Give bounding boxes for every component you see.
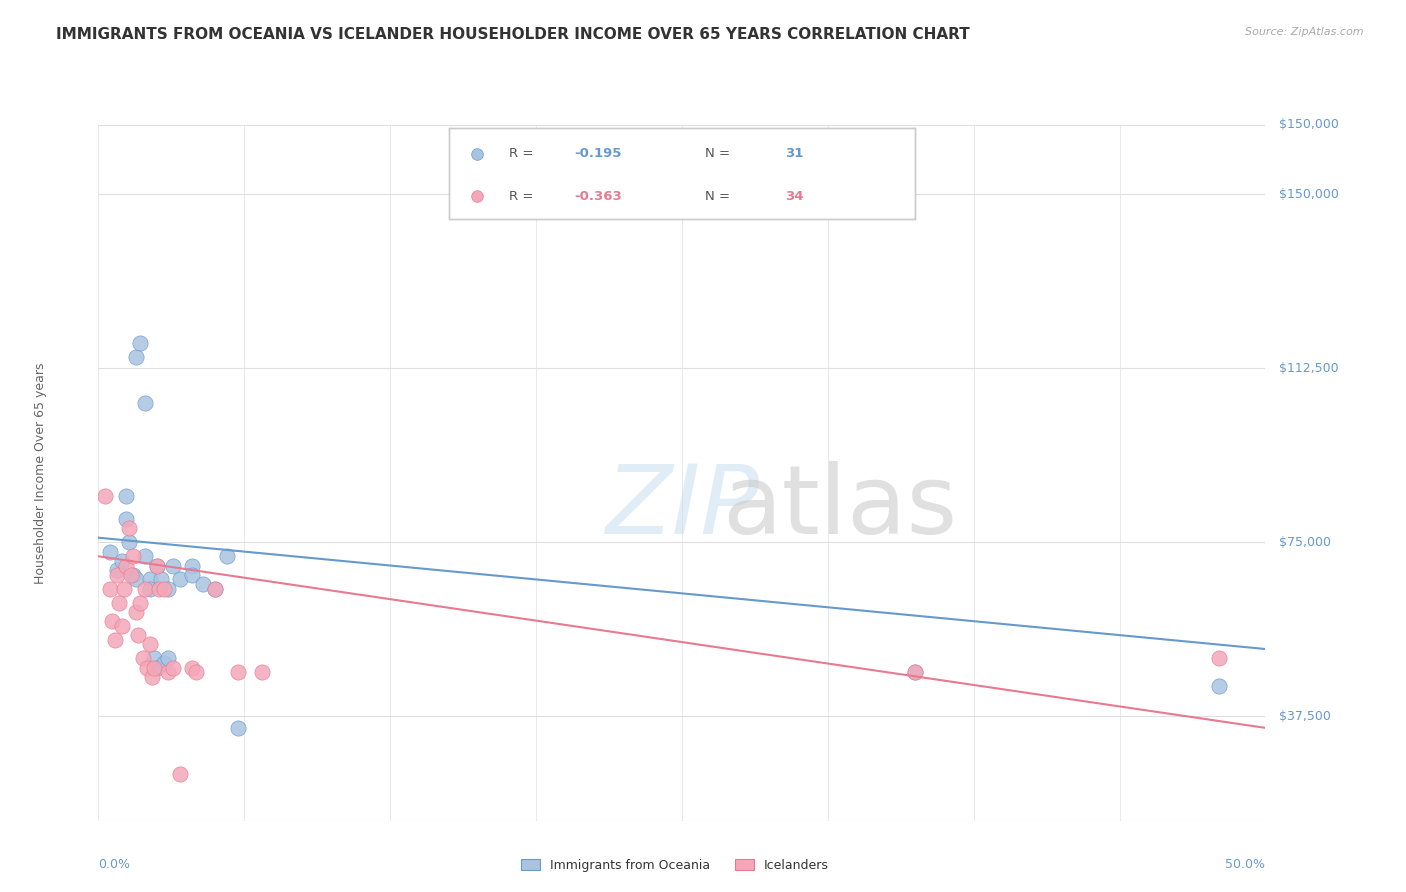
Text: 0.0%: 0.0% [98, 858, 131, 871]
Text: Householder Income Over 65 years: Householder Income Over 65 years [34, 362, 46, 583]
Point [204, 582, 226, 596]
Point [120, 567, 142, 582]
Text: $75,000: $75,000 [1279, 536, 1331, 549]
Point [134, 582, 156, 596]
Point [180, 558, 202, 573]
Point [125, 350, 148, 364]
Point [122, 567, 145, 582]
Point [141, 670, 163, 684]
Text: $150,000: $150,000 [1279, 119, 1340, 131]
Point [215, 549, 238, 564]
Point [111, 554, 134, 568]
Point [136, 660, 159, 674]
Legend: Immigrants from Oceania, Icelanders: Immigrants from Oceania, Icelanders [516, 854, 834, 877]
Point [115, 489, 138, 503]
Point [228, 665, 250, 680]
Text: IMMIGRANTS FROM OCEANIA VS ICELANDER HOUSEHOLDER INCOME OVER 65 YEARS CORRELATIO: IMMIGRANTS FROM OCEANIA VS ICELANDER HOU… [56, 27, 970, 42]
Point [904, 665, 927, 680]
Point [143, 660, 166, 674]
Point [118, 521, 141, 535]
Point [193, 577, 215, 591]
Point [98, 544, 121, 558]
Point [146, 558, 169, 573]
Point [152, 582, 174, 596]
Point [105, 567, 128, 582]
Point [112, 582, 135, 596]
Point [157, 651, 180, 665]
Point [115, 512, 138, 526]
Point [129, 596, 152, 610]
Point [180, 660, 202, 674]
Point [98, 582, 121, 596]
Point [169, 767, 191, 781]
Point [162, 660, 184, 674]
Point [94, 489, 117, 503]
Point [157, 582, 180, 596]
Point [129, 335, 152, 350]
Point [125, 605, 148, 619]
Point [204, 582, 226, 596]
Text: $37,500: $37,500 [1279, 710, 1331, 723]
Point [146, 660, 169, 674]
Point [105, 563, 128, 577]
Point [169, 573, 191, 587]
Text: ZIP: ZIP [605, 461, 759, 554]
Point [152, 656, 174, 670]
Point [104, 632, 127, 647]
Text: $112,500: $112,500 [1279, 362, 1339, 375]
Point [180, 567, 202, 582]
Point [157, 665, 180, 680]
Point [111, 619, 134, 633]
Point [115, 558, 138, 573]
Point [146, 558, 169, 573]
Text: atlas: atlas [721, 461, 957, 554]
Point [132, 651, 155, 665]
Point [125, 573, 148, 587]
Point [108, 596, 131, 610]
Point [122, 549, 145, 564]
Point [1208, 679, 1230, 693]
Point [127, 628, 149, 642]
Point [134, 396, 156, 410]
Point [904, 665, 927, 680]
Point [162, 558, 184, 573]
Point [101, 614, 124, 628]
Point [186, 665, 208, 680]
Text: 50.0%: 50.0% [1226, 858, 1265, 871]
Point [143, 651, 166, 665]
Point [139, 582, 162, 596]
Point [1208, 651, 1230, 665]
Text: Source: ZipAtlas.com: Source: ZipAtlas.com [1246, 27, 1364, 37]
Point [250, 665, 273, 680]
Text: $150,000: $150,000 [1279, 188, 1340, 201]
Point [139, 573, 162, 587]
Point [228, 721, 250, 735]
Point [150, 573, 173, 587]
Point [134, 549, 156, 564]
Point [118, 535, 141, 549]
Point [139, 637, 162, 651]
Point [148, 582, 170, 596]
